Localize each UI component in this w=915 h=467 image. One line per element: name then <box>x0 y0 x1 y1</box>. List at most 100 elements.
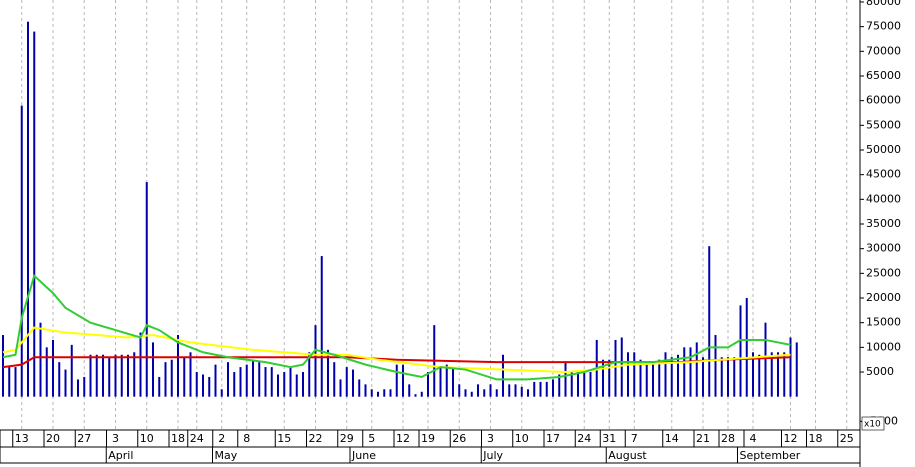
x-tick-label: 5 <box>368 432 375 445</box>
bar <box>520 386 523 397</box>
bar <box>764 322 767 397</box>
x-tick-label: 20 <box>46 432 60 445</box>
bar <box>414 394 417 397</box>
x-tick-label: 18 <box>171 432 185 445</box>
y-tick-label: 35000 <box>866 217 901 230</box>
y-tick-label: 70000 <box>866 44 901 57</box>
y-tick-label: 25000 <box>866 266 901 279</box>
y-tick-label: 45000 <box>866 168 901 181</box>
bar <box>139 332 142 397</box>
bar <box>589 372 592 397</box>
x-tick-label: 22 <box>309 432 323 445</box>
bar <box>558 374 561 397</box>
plot-area <box>0 0 860 430</box>
bar <box>395 364 398 397</box>
bar <box>633 352 636 397</box>
bar <box>108 357 111 397</box>
x-tick-label: 19 <box>421 432 435 445</box>
bar <box>327 349 329 397</box>
bar <box>514 384 517 397</box>
x-tick-label: 7 <box>631 432 638 445</box>
bar <box>658 359 661 397</box>
bar <box>252 359 254 397</box>
bar <box>370 389 373 397</box>
bar <box>564 362 567 397</box>
bar <box>58 362 61 397</box>
bar <box>702 357 704 397</box>
x-tick-label: 27 <box>77 432 91 445</box>
bar <box>283 372 286 397</box>
x-tick-label: 21 <box>696 432 710 445</box>
bar <box>783 352 786 397</box>
bar <box>295 374 298 397</box>
bar <box>289 367 292 397</box>
bar <box>314 325 317 397</box>
y-tick-label: 20000 <box>866 291 901 304</box>
bar <box>27 21 29 397</box>
bar <box>789 337 792 397</box>
bar <box>677 354 679 397</box>
bar <box>489 384 492 397</box>
y-tick-label: 10000 <box>866 340 901 353</box>
bar <box>45 347 48 397</box>
y-tick-label: 55000 <box>866 118 901 131</box>
bar <box>220 389 223 397</box>
x-tick-label: 24 <box>577 432 591 445</box>
bar <box>614 339 617 397</box>
bar <box>527 389 529 397</box>
y-tick-label: 65000 <box>866 69 901 82</box>
month-label: April <box>108 449 133 462</box>
bar <box>345 367 348 397</box>
bar <box>233 372 236 397</box>
bar <box>158 376 161 397</box>
bar <box>208 376 211 397</box>
bar <box>164 362 167 397</box>
bar <box>270 367 273 397</box>
bar <box>102 354 104 397</box>
bar <box>408 384 411 397</box>
bar <box>170 359 173 397</box>
bar <box>402 364 404 397</box>
bar <box>8 367 11 397</box>
bar <box>502 354 504 397</box>
bar <box>339 379 342 397</box>
bar <box>464 389 467 397</box>
bar <box>77 379 79 397</box>
bar <box>145 182 148 397</box>
bar <box>245 364 248 397</box>
bar <box>377 391 379 397</box>
month-band <box>0 446 861 464</box>
bar <box>570 372 573 397</box>
bar <box>758 354 761 397</box>
bar <box>227 362 229 397</box>
x-tick-label: 24 <box>190 432 204 445</box>
bar <box>689 347 692 397</box>
x-tick-label: 14 <box>665 432 679 445</box>
x-tick-label: 12 <box>784 432 798 445</box>
bar <box>127 354 129 397</box>
y-tick-label: 50000 <box>866 143 901 156</box>
bar <box>64 369 67 397</box>
x-tick-label: 2 <box>218 432 225 445</box>
bar <box>639 359 642 397</box>
bar <box>20 105 23 397</box>
y-tick-label: 40000 <box>866 192 901 205</box>
x-tick-label: 31 <box>602 432 616 445</box>
bar <box>39 322 42 397</box>
bar <box>577 372 579 397</box>
y-tick-label: 60000 <box>866 94 901 107</box>
bar <box>52 339 54 397</box>
bar <box>183 357 186 397</box>
bar <box>670 357 673 397</box>
bar <box>70 344 73 397</box>
bar <box>352 369 354 397</box>
bar <box>552 379 554 397</box>
x-tick-label: 3 <box>487 432 494 445</box>
x-tick-label: 4 <box>750 432 757 445</box>
x-tick-label: 12 <box>396 432 410 445</box>
bar <box>477 384 479 397</box>
x-tick-label: 26 <box>452 432 466 445</box>
bar <box>495 389 498 397</box>
x-tick-label: 13 <box>15 432 29 445</box>
bar <box>539 381 542 397</box>
